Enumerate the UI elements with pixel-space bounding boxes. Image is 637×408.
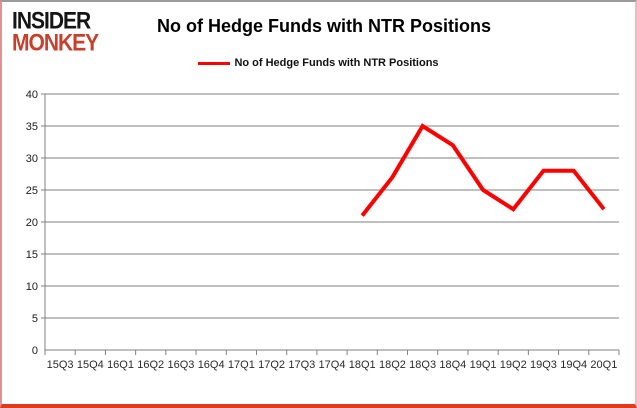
page-title: No of Hedge Funds with NTR Positions — [157, 16, 491, 36]
svg-text:5: 5 — [32, 313, 38, 325]
svg-text:17Q1: 17Q1 — [228, 359, 255, 371]
svg-text:30: 30 — [26, 153, 38, 165]
legend-line-swatch — [198, 61, 231, 65]
insider-monkey-logo: INSIDER MONKEY — [12, 7, 142, 57]
svg-text:17Q2: 17Q2 — [258, 359, 285, 371]
svg-text:18Q2: 18Q2 — [379, 359, 406, 371]
svg-text:19Q1: 19Q1 — [470, 359, 497, 371]
svg-text:17Q3: 17Q3 — [288, 359, 315, 371]
svg-text:40: 40 — [26, 89, 38, 101]
chart-legend: No of Hedge Funds with NTR Positions — [2, 57, 635, 69]
svg-text:0: 0 — [32, 345, 38, 357]
svg-text:15Q3: 15Q3 — [47, 359, 74, 371]
svg-text:16Q2: 16Q2 — [137, 359, 164, 371]
svg-text:18Q3: 18Q3 — [409, 359, 436, 371]
svg-text:15Q4: 15Q4 — [77, 359, 104, 371]
svg-text:25: 25 — [26, 185, 38, 197]
svg-text:16Q3: 16Q3 — [167, 359, 194, 371]
svg-text:16Q1: 16Q1 — [107, 359, 134, 371]
svg-text:18Q1: 18Q1 — [349, 359, 376, 371]
svg-text:18Q4: 18Q4 — [439, 359, 466, 371]
legend-label: No of Hedge Funds with NTR Positions — [234, 57, 439, 69]
svg-text:17Q4: 17Q4 — [319, 359, 346, 371]
svg-text:35: 35 — [26, 121, 38, 133]
svg-text:19Q2: 19Q2 — [500, 359, 527, 371]
svg-text:10: 10 — [26, 281, 38, 293]
svg-text:19Q3: 19Q3 — [530, 359, 557, 371]
svg-text:19Q4: 19Q4 — [560, 359, 587, 371]
svg-text:15: 15 — [26, 249, 38, 261]
svg-text:20Q1: 20Q1 — [590, 359, 617, 371]
svg-text:20: 20 — [26, 217, 38, 229]
svg-text:16Q4: 16Q4 — [198, 359, 225, 371]
logo-line-insider: INSIDER — [12, 7, 91, 35]
logo-line-monkey: MONKEY — [12, 29, 99, 57]
